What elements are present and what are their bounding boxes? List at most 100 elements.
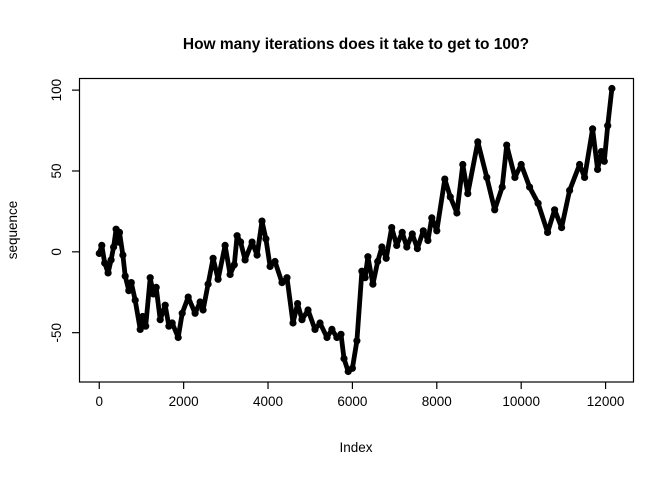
data-point-marker	[178, 309, 186, 317]
data-point-marker	[403, 243, 411, 251]
data-point-marker	[131, 296, 139, 304]
data-point-marker	[369, 280, 377, 288]
data-point-marker	[241, 256, 249, 264]
data-point-marker	[604, 122, 612, 130]
data-point-marker	[323, 333, 331, 342]
data-point-marker	[459, 160, 467, 169]
data-point-marker	[517, 160, 525, 169]
data-point-marker	[95, 249, 103, 257]
data-point-marker	[544, 228, 552, 236]
data-point-marker	[204, 280, 212, 288]
x-axis-ticks	[98, 382, 607, 389]
data-point-marker	[358, 267, 366, 275]
data-point-marker	[566, 186, 574, 194]
data-point-marker	[337, 330, 345, 338]
data-point-marker	[316, 319, 324, 327]
series-line	[96, 86, 615, 374]
data-point-marker	[283, 274, 291, 282]
data-point-marker	[125, 287, 133, 295]
data-point-marker	[191, 309, 199, 317]
data-point-marker	[576, 160, 584, 169]
x-tick-label: 8000	[422, 394, 452, 409]
data-point-marker	[353, 337, 361, 345]
data-point-marker	[161, 301, 169, 309]
data-point-marker	[98, 241, 106, 249]
data-point-marker	[146, 274, 154, 282]
data-point-marker	[453, 209, 461, 217]
x-axis-tick-labels: 0 2000 4000 6000 8000 10000 12000	[95, 394, 624, 409]
data-point-marker	[184, 293, 192, 301]
data-point-marker	[600, 157, 608, 165]
data-point-marker	[114, 238, 122, 246]
data-point-marker	[511, 173, 519, 181]
data-point-marker	[253, 251, 261, 259]
chart-title: How many iterations does it take to get …	[183, 36, 529, 53]
data-point-marker	[233, 232, 241, 240]
data-point-marker	[483, 173, 491, 181]
data-point-marker	[289, 319, 297, 327]
data-point-marker	[491, 206, 499, 214]
data-point-marker	[199, 306, 207, 314]
data-point-marker	[361, 274, 369, 282]
data-point-marker	[298, 316, 306, 324]
data-point-marker	[424, 236, 432, 245]
data-point-marker	[498, 183, 506, 191]
y-tick-label: 0	[49, 248, 64, 256]
x-axis-label: Index	[339, 440, 372, 455]
data-point-marker	[581, 173, 589, 181]
x-tick-label: 0	[95, 394, 103, 409]
data-point-marker	[589, 125, 597, 133]
data-point-marker	[382, 254, 390, 262]
x-tick-label: 2000	[169, 394, 199, 409]
data-point-marker	[226, 270, 234, 279]
data-point-marker	[139, 312, 147, 321]
y-tick-label: -50	[49, 323, 64, 343]
x-tick-label: 6000	[337, 394, 367, 409]
data-point-marker	[101, 259, 109, 267]
data-point-marker	[340, 355, 348, 363]
data-point-marker	[419, 227, 427, 235]
x-tick-label: 4000	[253, 394, 283, 409]
data-point-marker	[136, 325, 144, 333]
data-point-marker	[594, 165, 602, 173]
data-point-marker	[464, 190, 472, 198]
data-point-marker	[104, 269, 112, 277]
data-point-marker	[597, 148, 606, 156]
data-point-marker	[156, 316, 164, 324]
data-point-marker	[374, 257, 382, 266]
data-point-marker	[110, 243, 118, 251]
data-point-marker	[174, 333, 182, 342]
data-point-marker	[328, 325, 336, 333]
y-tick-label: 50	[49, 163, 64, 178]
data-point-marker	[262, 235, 270, 243]
data-point-marker	[152, 283, 160, 291]
data-point-marker	[196, 298, 204, 306]
data-point-marker	[441, 175, 449, 183]
data-point-marker	[304, 306, 312, 314]
data-point-marker	[534, 199, 542, 207]
data-point-marker	[413, 245, 421, 253]
series-sequence	[95, 84, 616, 376]
data-point-marker	[408, 230, 416, 238]
data-point-marker	[558, 224, 566, 232]
data-point-marker	[474, 138, 482, 146]
data-point-marker	[388, 224, 396, 232]
data-point-marker	[168, 319, 176, 327]
plot-box	[78, 77, 635, 383]
data-point-marker	[278, 279, 286, 287]
x-tick-label: 12000	[587, 394, 625, 409]
data-point-marker	[446, 193, 454, 201]
data-point-marker	[393, 241, 401, 249]
data-point-marker	[551, 206, 559, 214]
series-markers	[95, 84, 616, 376]
data-point-marker	[258, 217, 266, 225]
data-point-marker	[119, 251, 127, 259]
data-point-marker	[428, 214, 436, 222]
data-point-marker	[271, 257, 279, 266]
y-axis-ticks	[72, 89, 79, 334]
data-point-marker	[248, 238, 256, 246]
data-point-marker	[221, 241, 229, 249]
data-point-marker	[121, 272, 129, 280]
